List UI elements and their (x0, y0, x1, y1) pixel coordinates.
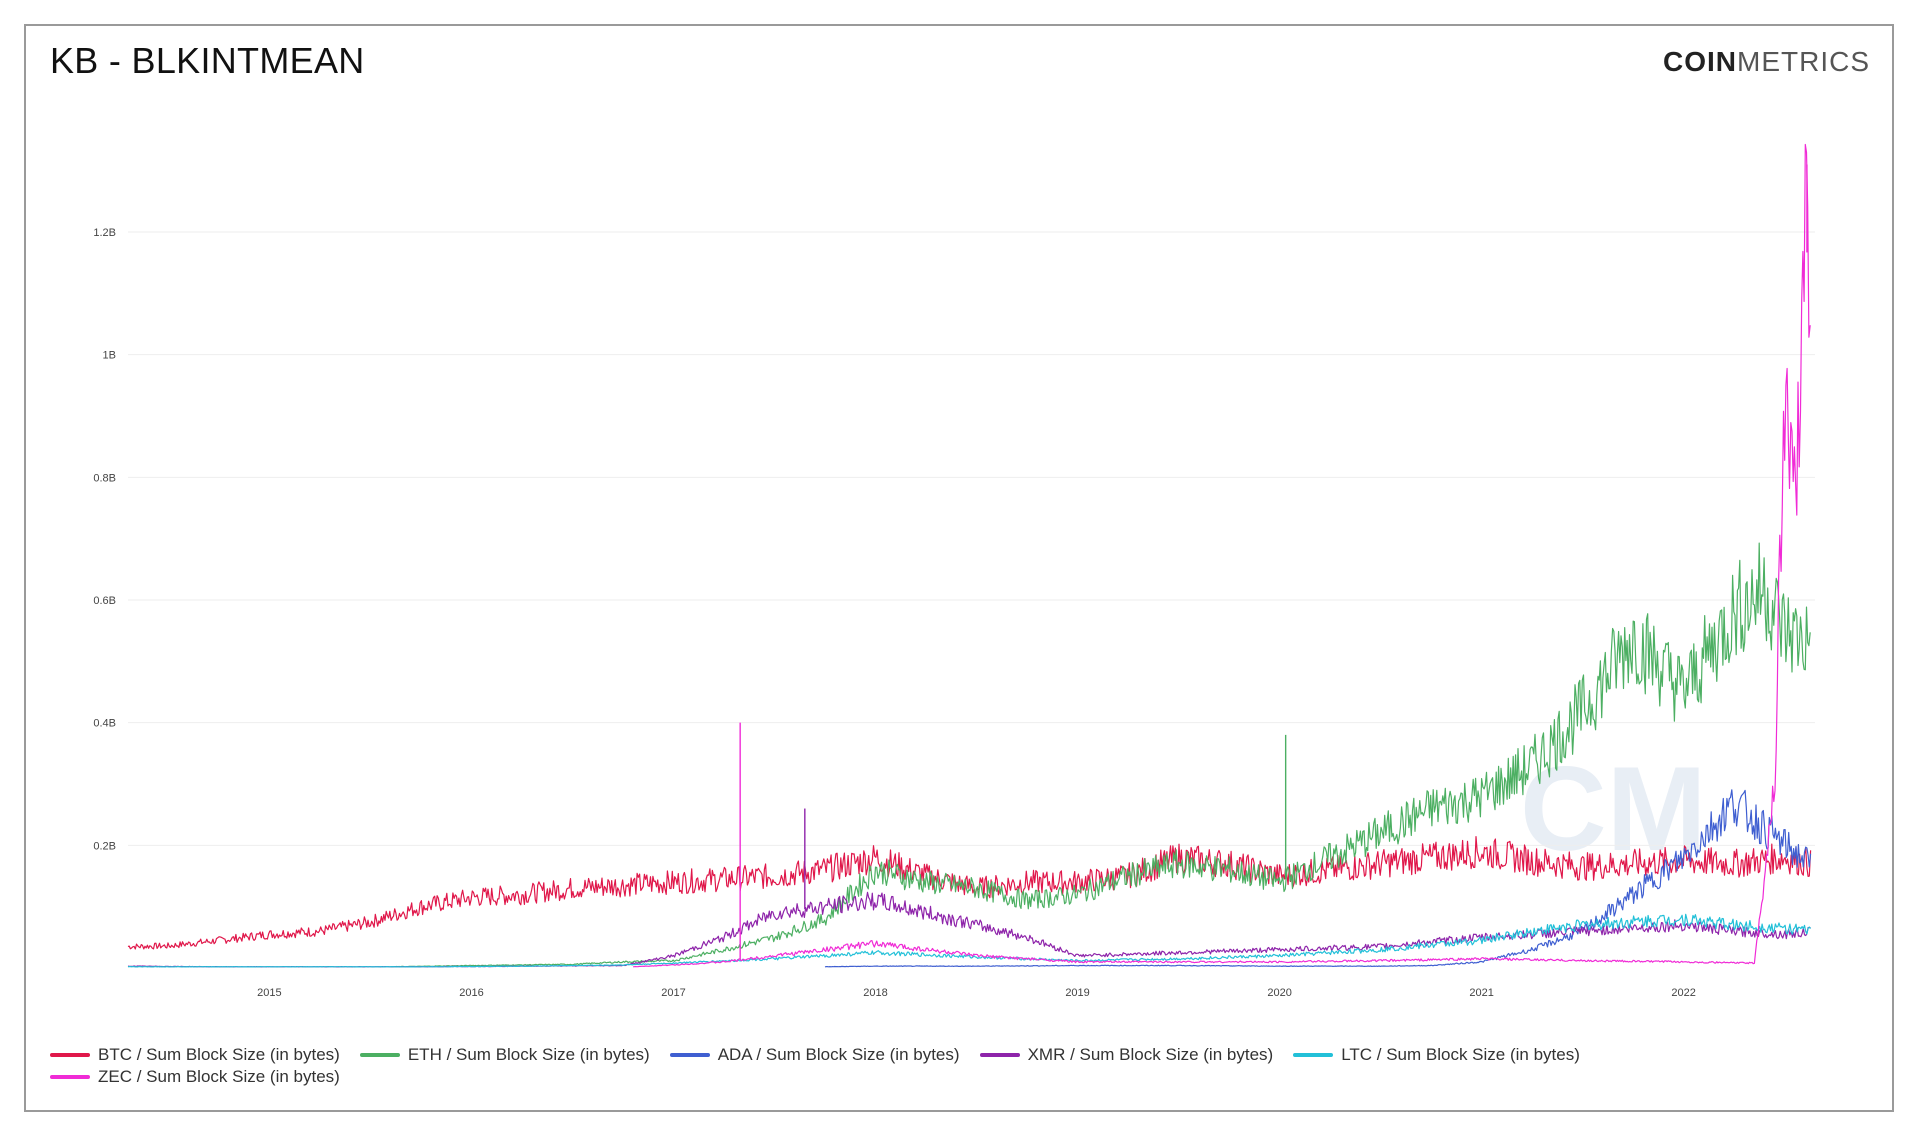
x-tick-label: 2017 (661, 987, 685, 999)
series-line-zec (633, 143, 1811, 968)
legend-item[interactable]: ZEC / Sum Block Size (in bytes) (50, 1066, 340, 1088)
legend-swatch (50, 1053, 90, 1057)
legend-label: XMR / Sum Block Size (in bytes) (1027, 1045, 1274, 1064)
legend-label: ETH / Sum Block Size (in bytes) (407, 1045, 650, 1064)
legend-swatch (979, 1053, 1020, 1057)
x-tick-label: 2016 (459, 987, 483, 999)
legend-item[interactable]: ETH / Sum Block Size (in bytes) (359, 1044, 650, 1066)
y-tick-label: 0.6B (93, 595, 116, 607)
legend-item[interactable]: BTC / Sum Block Size (in bytes) (50, 1044, 340, 1066)
series-line-ada (824, 789, 1812, 968)
x-tick-label: 2019 (1065, 987, 1089, 999)
x-tick-label: 2020 (1267, 987, 1291, 999)
series-line-ltc (127, 913, 1812, 968)
legend-label: BTC / Sum Block Size (in bytes) (98, 1045, 340, 1064)
legend-swatch (1293, 1053, 1334, 1057)
legend-label: LTC / Sum Block Size (in bytes) (1341, 1045, 1580, 1064)
coinmetrics-logo: COINMETRICS (1663, 46, 1870, 78)
series-line-eth (390, 542, 1811, 968)
legend-swatch (359, 1053, 400, 1057)
x-tick-label: 2021 (1469, 987, 1493, 999)
x-tick-label: 2015 (257, 987, 281, 999)
legend-item[interactable]: ADA / Sum Block Size (in bytes) (669, 1044, 960, 1066)
legend-swatch (50, 1075, 90, 1079)
y-tick-label: 0.4B (93, 718, 116, 730)
x-tick-label: 2018 (863, 987, 887, 999)
y-tick-label: 0.8B (93, 472, 116, 484)
series-line-btc (127, 836, 1812, 950)
y-tick-label: 1B (103, 350, 116, 362)
legend-swatch (669, 1053, 710, 1057)
legend-label: ADA / Sum Block Size (in bytes) (717, 1045, 960, 1064)
logo-text-bold: COIN (1663, 46, 1737, 77)
y-tick-label: 1.2B (93, 227, 116, 239)
chart-title: KB - BLKINTMEAN (50, 40, 365, 81)
legend-label: ZEC / Sum Block Size (in bytes) (98, 1067, 340, 1086)
y-tick-label: 0.2B (93, 840, 116, 852)
chart-legend: BTC / Sum Block Size (in bytes) ETH / Sum… (50, 1044, 1650, 1088)
logo-text-light: METRICS (1737, 46, 1870, 77)
legend-item[interactable]: LTC / Sum Block Size (in bytes) (1293, 1044, 1580, 1066)
x-tick-label: 2022 (1671, 987, 1695, 999)
legend-item[interactable]: XMR / Sum Block Size (in bytes) (979, 1044, 1274, 1066)
